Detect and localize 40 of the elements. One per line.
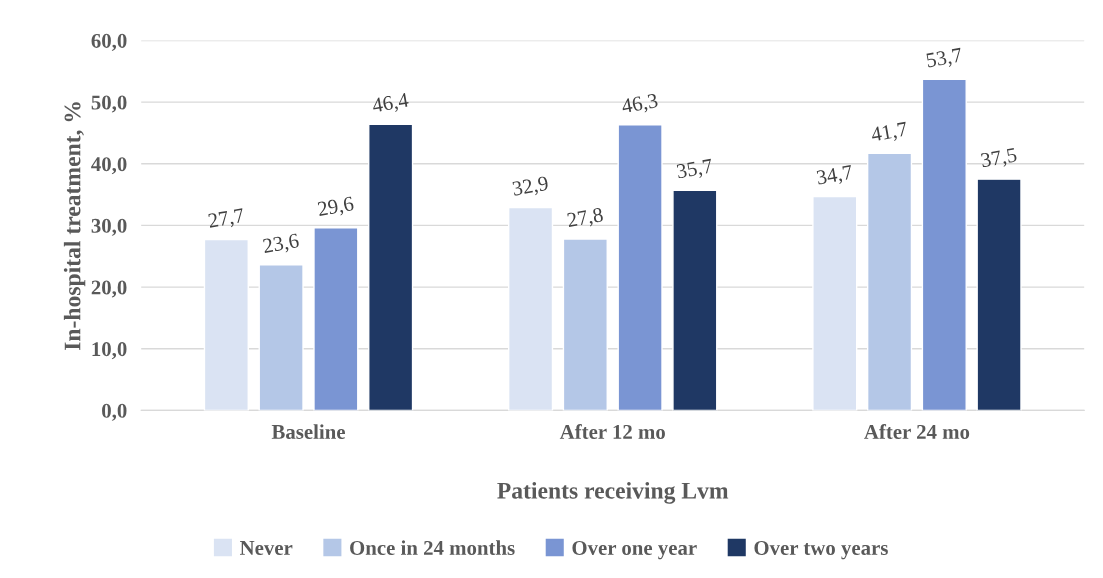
y-tick-label: 20,0 xyxy=(91,280,127,298)
bar xyxy=(368,123,414,411)
x-axis-title: Patients receiving Lvm xyxy=(497,482,729,504)
y-tick-label: 30,0 xyxy=(91,218,127,236)
x-tick-label: Baseline xyxy=(271,424,345,439)
bar xyxy=(258,264,304,411)
legend-label: Over one year xyxy=(572,540,697,560)
x-tick-label: After 24 mo xyxy=(864,424,970,439)
bar xyxy=(562,238,608,411)
bar xyxy=(866,152,913,411)
data-label: 53,7 xyxy=(926,47,964,71)
data-label: 27,8 xyxy=(566,207,604,231)
bar xyxy=(921,78,967,411)
x-tick-label: After 12 mo xyxy=(559,424,665,439)
data-label: 35,7 xyxy=(676,158,714,182)
data-label: 46,4 xyxy=(371,92,410,116)
bar xyxy=(203,238,249,411)
bar xyxy=(617,124,663,411)
y-tick-label: 0,0 xyxy=(102,403,127,421)
data-label: 29,6 xyxy=(317,196,355,220)
y-tick-label: 60,0 xyxy=(91,33,127,51)
legend-label: Over two years xyxy=(754,540,888,560)
y-tick-label: 50,0 xyxy=(91,95,127,113)
data-label: 46,3 xyxy=(621,93,659,117)
legend-label: Once in 24 months xyxy=(350,540,515,555)
bar xyxy=(313,227,359,411)
bar xyxy=(672,189,718,411)
legend-label: Never xyxy=(239,541,293,555)
y-tick-label: 10,0 xyxy=(92,342,127,360)
data-label: 32,9 xyxy=(512,176,550,199)
data-label: 27,7 xyxy=(207,208,246,231)
bar xyxy=(812,195,858,411)
y-axis-title: In-hospital treatment, % xyxy=(63,102,86,350)
y-tick-label: 40,0 xyxy=(91,157,127,175)
data-label: 41,7 xyxy=(870,121,909,145)
bar xyxy=(507,206,554,411)
data-label: 34,7 xyxy=(816,164,854,188)
data-label: 37,5 xyxy=(980,147,1018,171)
data-label: 23,6 xyxy=(262,233,300,257)
bar xyxy=(976,178,1022,411)
